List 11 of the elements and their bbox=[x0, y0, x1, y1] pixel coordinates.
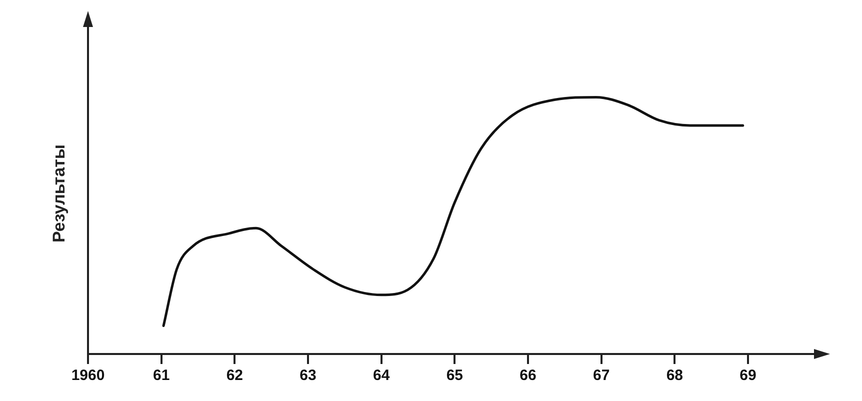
x-tick-label: 66 bbox=[520, 367, 536, 384]
x-tick-label: 63 bbox=[300, 367, 316, 384]
x-tick-label: 61 bbox=[152, 367, 170, 384]
x-tick-label: 1960 bbox=[71, 367, 105, 384]
x-tick-label: 65 bbox=[446, 367, 464, 384]
x-tick-label: 67 bbox=[592, 367, 610, 384]
y-axis-title: Результаты bbox=[50, 144, 69, 243]
x-tick-label: 64 bbox=[372, 367, 390, 384]
x-tick-label: 68 bbox=[666, 367, 684, 384]
x-tick-label: 69 bbox=[740, 367, 756, 384]
x-tick-label: 62 bbox=[226, 367, 244, 384]
